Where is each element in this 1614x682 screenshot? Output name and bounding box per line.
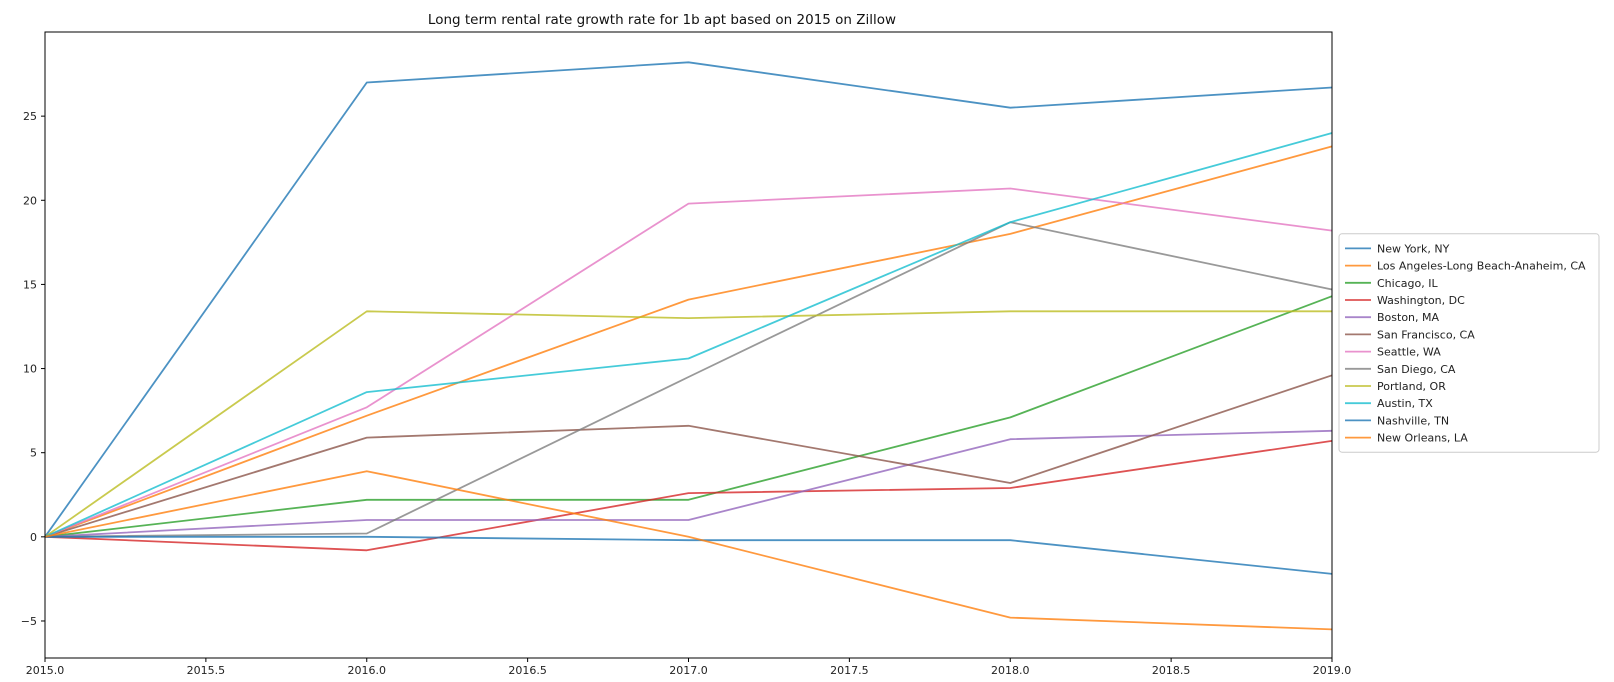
series-line-4 (44, 429, 1333, 538)
x-tick-label: 2019.0 (1313, 664, 1352, 677)
x-tick-label: 2018.5 (1152, 664, 1191, 677)
chart-title: Long term rental rate growth rate for 1b… (428, 12, 896, 28)
legend: New York, NY Los Angeles-Long Beach-Anahe… (1338, 233, 1600, 453)
x-tick-label: 2015.5 (187, 664, 226, 677)
legend-label: New York, NY (1377, 242, 1450, 255)
x-tick-label: 2018.0 (991, 664, 1030, 677)
axes-layer: 2015.0 2015.5 2016.0 2016.5 2017.0 2017.5 2018… (21, 31, 1352, 677)
series-line-5 (44, 374, 1333, 538)
series-line-3 (44, 440, 1333, 552)
x-tick-label: 2016.5 (508, 664, 547, 677)
x-tick-label: 2017.0 (669, 664, 708, 677)
legend-label: Boston, MA (1377, 311, 1440, 324)
legend-label: Nashville, TN (1377, 414, 1449, 427)
legend-box (1338, 233, 1600, 453)
legend-label: New Orleans, LA (1377, 432, 1468, 445)
x-tick-label: 2015.0 (26, 664, 65, 677)
x-tick-label: 2016.0 (348, 664, 387, 677)
series-line-9 (44, 132, 1333, 538)
series-line-6 (44, 187, 1333, 538)
legend-label: San Diego, CA (1377, 363, 1456, 376)
series-line-11 (44, 470, 1333, 631)
legend-label: Los Angeles-Long Beach-Anaheim, CA (1377, 260, 1586, 273)
y-tick-label: 10 (23, 363, 37, 376)
y-tick-label: 15 (23, 278, 37, 291)
series-line-7 (44, 221, 1333, 538)
y-tick-label: −5 (21, 615, 37, 628)
series-line-8 (44, 310, 1332, 538)
legend-label: Seattle, WA (1377, 346, 1441, 359)
series-line-1 (44, 145, 1333, 538)
legend-label: Austin, TX (1377, 397, 1433, 410)
legend-label: Chicago, IL (1377, 277, 1438, 290)
y-tick-label: 25 (23, 110, 37, 123)
y-tick-label: 20 (23, 194, 37, 207)
plot-frame (44, 31, 1333, 659)
legend-label: Portland, OR (1377, 380, 1446, 393)
series-line-0 (44, 61, 1333, 538)
series-line-2 (44, 295, 1333, 538)
legend-label: Washington, DC (1377, 294, 1465, 307)
x-tick-label: 2017.5 (830, 664, 869, 677)
y-tick-label: 5 (30, 447, 37, 460)
y-tick-label: 0 (30, 531, 37, 544)
series-layer (44, 61, 1333, 631)
series-line-10 (45, 535, 1333, 575)
legend-label: San Francisco, CA (1377, 328, 1475, 341)
